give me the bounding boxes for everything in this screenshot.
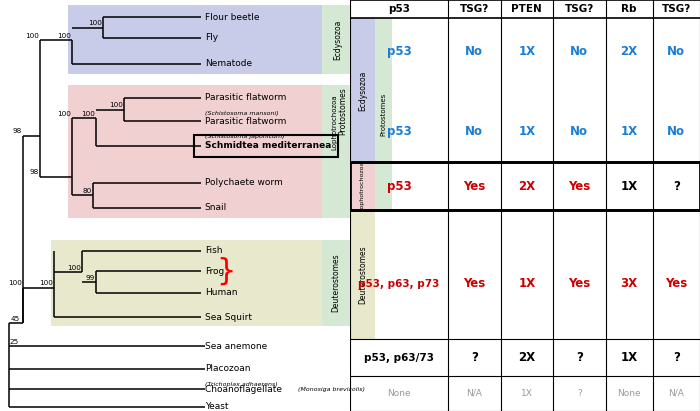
Text: 1X: 1X — [518, 277, 536, 290]
Text: No: No — [570, 45, 588, 58]
Text: Lophotrochozoa: Lophotrochozoa — [331, 94, 337, 150]
Text: p53: p53 — [386, 180, 412, 193]
Text: N/A: N/A — [668, 389, 685, 398]
Bar — [350, 162, 700, 210]
Text: p53, p63/73: p53, p63/73 — [364, 353, 434, 363]
Text: 100: 100 — [39, 280, 53, 286]
Text: Parasitic flatworm: Parasitic flatworm — [204, 93, 286, 102]
Text: 3X: 3X — [621, 277, 638, 290]
Bar — [374, 18, 392, 210]
Text: Yes: Yes — [568, 277, 590, 290]
Text: No: No — [667, 125, 685, 138]
Text: Fly: Fly — [204, 33, 218, 42]
Text: No: No — [570, 125, 588, 138]
Bar — [68, 5, 350, 74]
Text: 1X: 1X — [518, 45, 536, 58]
Text: ?: ? — [673, 180, 680, 193]
Text: Rb: Rb — [622, 5, 637, 14]
Text: Ecdysozoa: Ecdysozoa — [358, 70, 367, 111]
Text: No: No — [667, 45, 685, 58]
Text: (Trichoplax adhaerens): (Trichoplax adhaerens) — [204, 382, 277, 387]
Text: Sea anemone: Sea anemone — [204, 342, 267, 351]
Text: Schmidtea mediterranea: Schmidtea mediterranea — [204, 141, 331, 150]
Text: p53, p63, p73: p53, p63, p73 — [358, 279, 440, 289]
Text: 1X: 1X — [521, 389, 533, 398]
Text: Deuterostomes: Deuterostomes — [332, 254, 340, 312]
Bar — [68, 85, 350, 218]
Text: 1X: 1X — [518, 125, 536, 138]
Text: Ecdysozoa: Ecdysozoa — [333, 19, 342, 60]
Text: 100: 100 — [8, 280, 22, 286]
Text: Deuterostomes: Deuterostomes — [358, 245, 367, 304]
Text: 100: 100 — [81, 111, 95, 117]
Text: (Monosiga brevicolis): (Monosiga brevicolis) — [298, 387, 365, 392]
Text: 100: 100 — [57, 32, 71, 39]
Text: Polychaete worm: Polychaete worm — [204, 178, 283, 187]
Text: 80: 80 — [83, 188, 92, 194]
Text: PTEN: PTEN — [512, 5, 542, 14]
Text: Yes: Yes — [463, 277, 485, 290]
Text: 1X: 1X — [621, 125, 638, 138]
Bar — [322, 85, 350, 218]
Text: No: No — [466, 45, 483, 58]
Text: 2X: 2X — [518, 351, 536, 364]
Text: Human: Human — [204, 288, 237, 297]
Bar — [350, 18, 374, 162]
Text: ?: ? — [577, 389, 582, 398]
Text: (Schistosoma mansoni): (Schistosoma mansoni) — [204, 111, 279, 116]
Text: 99: 99 — [86, 275, 95, 281]
Text: 98: 98 — [13, 128, 22, 134]
Text: Fish: Fish — [204, 246, 223, 255]
Text: Sea Squirt: Sea Squirt — [204, 313, 252, 322]
Text: TSG?: TSG? — [460, 5, 489, 14]
Text: 98: 98 — [30, 169, 39, 175]
Text: 25: 25 — [10, 339, 19, 345]
Text: Nematode: Nematode — [204, 59, 252, 68]
Bar — [350, 162, 374, 210]
Bar — [322, 5, 350, 74]
Text: 100: 100 — [67, 265, 81, 270]
Text: No: No — [466, 125, 483, 138]
Text: 100: 100 — [25, 32, 39, 39]
Text: None: None — [387, 389, 411, 398]
Text: 1X: 1X — [621, 180, 638, 193]
Text: Flour beetle: Flour beetle — [204, 13, 259, 22]
Text: p53: p53 — [388, 5, 410, 14]
Text: ?: ? — [576, 351, 582, 364]
Bar — [322, 240, 350, 326]
Text: 100: 100 — [109, 102, 123, 109]
Bar — [50, 240, 326, 326]
Text: 1X: 1X — [621, 351, 638, 364]
Text: p53: p53 — [386, 45, 412, 58]
Text: TSG?: TSG? — [565, 5, 594, 14]
Text: N/A: N/A — [466, 389, 482, 398]
Text: (Schistosoma japonicum): (Schistosoma japonicum) — [204, 134, 284, 139]
Bar — [194, 135, 337, 157]
Text: Yes: Yes — [568, 180, 590, 193]
Text: Choanoflagellate: Choanoflagellate — [204, 385, 285, 394]
Text: ?: ? — [673, 351, 680, 364]
Bar — [350, 210, 374, 339]
Text: Yes: Yes — [463, 180, 485, 193]
Text: 100: 100 — [57, 111, 71, 117]
Text: Frog: Frog — [204, 267, 224, 276]
Text: Placozoan: Placozoan — [204, 364, 251, 373]
Text: Protostomes: Protostomes — [338, 88, 346, 135]
Text: Snail: Snail — [204, 203, 227, 212]
Text: None: None — [617, 389, 641, 398]
Text: }: } — [216, 257, 235, 286]
Text: p53: p53 — [386, 125, 412, 138]
Text: Lophotrochozoa: Lophotrochozoa — [360, 161, 365, 211]
Text: 45: 45 — [10, 316, 20, 322]
Text: ?: ? — [471, 351, 477, 364]
Text: TSG?: TSG? — [662, 5, 691, 14]
Text: 2X: 2X — [621, 45, 638, 58]
Text: 100: 100 — [88, 20, 102, 25]
Text: Yeast: Yeast — [204, 402, 228, 411]
Text: 2X: 2X — [518, 180, 536, 193]
Text: Protostomes: Protostomes — [380, 92, 386, 136]
Text: Parasitic flatworm: Parasitic flatworm — [204, 117, 286, 126]
Text: Yes: Yes — [665, 277, 687, 290]
